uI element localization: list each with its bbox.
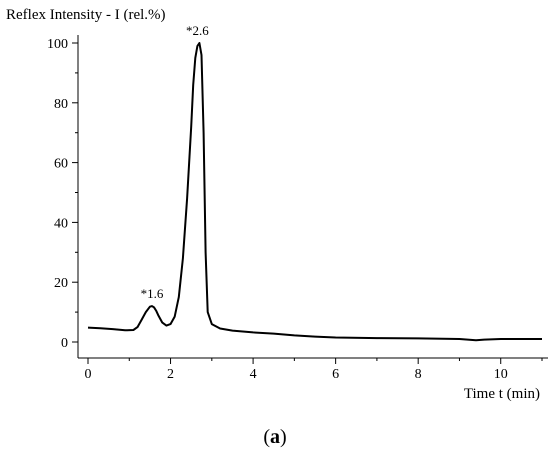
peak-label: *1.6 — [141, 286, 164, 301]
y-axis-label: Reflex Intensity - I (rel.%) — [6, 7, 166, 23]
x-tick-label: 4 — [250, 367, 257, 382]
caption-letter: a — [270, 426, 280, 448]
x-tick-label: 2 — [167, 367, 174, 382]
peak-label: *2.6 — [186, 23, 209, 38]
y-tick-label: 100 — [47, 37, 68, 52]
caption-open: ( — [263, 426, 270, 448]
chart: Reflex Intensity - I (rel.%) 02040608010… — [6, 7, 548, 402]
y-tick-label: 60 — [54, 157, 68, 172]
x-tick-label: 6 — [332, 367, 339, 382]
y-tick-label: 0 — [61, 336, 68, 351]
peak-annotations: *1.6 *2.6 — [141, 23, 210, 301]
caption-close: ) — [280, 426, 287, 448]
figure-caption: (a) — [0, 426, 550, 449]
axis-ticks: 0 20 40 60 80 100 0 2 4 6 8 10 — [47, 37, 543, 382]
y-tick-label: 20 — [54, 276, 68, 291]
y-tick-label: 40 — [54, 216, 68, 231]
x-tick-label: 10 — [494, 367, 508, 382]
x-tick-label: 8 — [415, 367, 422, 382]
series-line — [87, 42, 542, 342]
x-tick-label: 0 — [85, 367, 92, 382]
x-axis-label: Time t (min) — [464, 386, 540, 402]
y-tick-label: 80 — [54, 97, 68, 112]
